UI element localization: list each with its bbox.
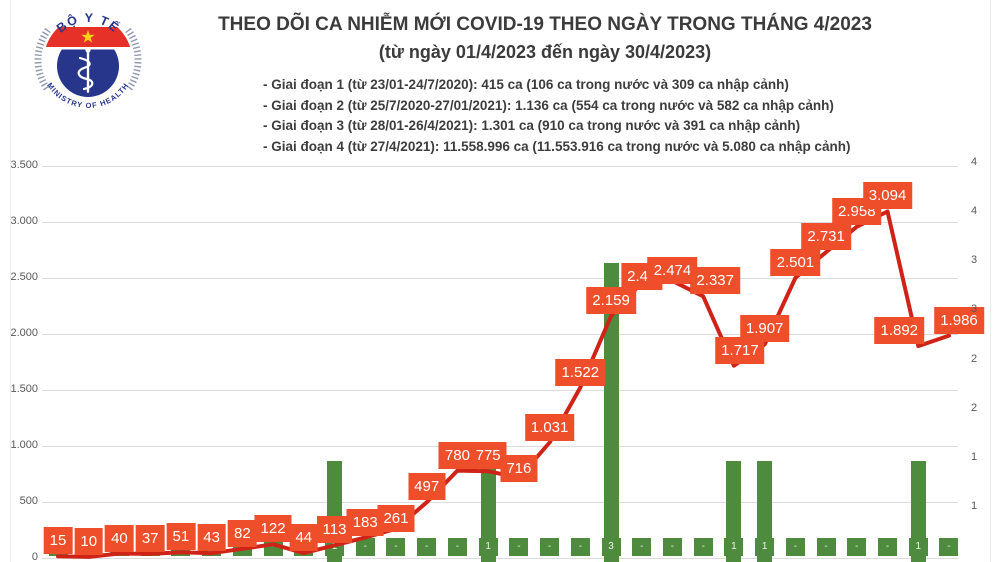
y-axis-right-tick: 4 xyxy=(971,156,978,168)
phase-line-4: - Giai đoạn 4 (từ 27/4/2021): 11.558.996… xyxy=(263,139,851,155)
case-count-label: 10 xyxy=(74,527,104,555)
case-count-label: 1.986 xyxy=(934,306,984,334)
case-count-label: 113 xyxy=(316,516,353,544)
case-count-label: 716 xyxy=(500,454,538,482)
case-count-label: 51 xyxy=(166,523,196,551)
death-count-label: - xyxy=(693,538,713,556)
gridline xyxy=(42,557,958,559)
death-count-label: - xyxy=(509,538,529,556)
gridline xyxy=(42,501,958,503)
death-count-label: - xyxy=(540,538,560,556)
death-bar xyxy=(480,461,496,562)
death-count-label: 1 xyxy=(724,538,744,556)
death-count-label: - xyxy=(662,538,682,556)
y-axis-right-tick: 1 xyxy=(971,450,978,463)
case-count-label: 2.474 xyxy=(647,256,698,284)
y-axis-left-tick: 1.000 xyxy=(10,439,38,451)
case-count-label: 82 xyxy=(228,519,257,547)
case-count-label: 2.501 xyxy=(770,248,821,276)
case-count-label: 1.892 xyxy=(874,317,925,345)
y-axis-right-tick: 2 xyxy=(971,401,978,414)
case-count-label: 43 xyxy=(197,524,226,552)
death-count-label: - xyxy=(263,538,283,556)
ministry-of-health-logo: BỘ Y TẾ MINISTRY OF HEALTH xyxy=(34,7,142,113)
case-count-label: 261 xyxy=(377,504,415,532)
phase-line-3: - Giai đoạn 3 (từ 28/01-26/4/2021): 1.30… xyxy=(263,118,801,134)
death-count-label: - xyxy=(417,538,437,556)
case-count-label: 1.907 xyxy=(739,315,790,343)
page-title: THEO DÕI CA NHIỄM MỚI COVID-19 THEO NGÀY… xyxy=(218,14,872,35)
logo-hatch-right xyxy=(125,27,142,93)
logo-caduceus-icon xyxy=(77,47,94,93)
death-count-label: 1 xyxy=(908,538,928,556)
y-axis-left-tick: 2.000 xyxy=(10,327,38,339)
death-count-label: 1 xyxy=(755,538,775,556)
y-axis-left-tick: 3.500 xyxy=(10,159,38,171)
death-count-label: 1 xyxy=(478,538,498,556)
phase-line-1: - Giai đoạn 1 (từ 23/01-24/7/2020): 415 … xyxy=(263,77,789,92)
case-count-label: 15 xyxy=(43,527,73,555)
case-count-label: 3.094 xyxy=(862,182,913,210)
death-bar xyxy=(726,461,742,562)
case-count-label: 2.337 xyxy=(690,267,740,295)
page-subtitle: (từ ngày 01/4/2023 đến ngày 30/4/2023) xyxy=(378,42,712,62)
y-axis-left-tick: 0 xyxy=(31,551,38,562)
case-count-label: 40 xyxy=(105,524,134,552)
death-count-label: - xyxy=(785,538,805,556)
left-edge-line xyxy=(10,0,11,562)
case-count-label: 497 xyxy=(408,473,446,501)
death-count-label: - xyxy=(632,538,652,556)
death-count-label: - xyxy=(447,538,467,556)
y-axis-left-tick: 3.000 xyxy=(10,215,38,227)
right-edge-line xyxy=(990,0,991,562)
y-axis-right-tick: 2 xyxy=(971,352,978,365)
y-axis-left-tick: 2.500 xyxy=(10,271,38,283)
case-count-label: 122 xyxy=(254,515,292,543)
death-count-label: - xyxy=(847,538,867,556)
case-count-label: 2.159 xyxy=(586,287,636,315)
case-count-label: 44 xyxy=(289,524,319,552)
death-count-label: - xyxy=(386,538,406,556)
death-bar xyxy=(757,461,773,562)
gridline xyxy=(42,389,958,391)
gridline xyxy=(42,277,958,279)
y-axis-right-tick: 1 xyxy=(971,499,978,512)
phase-line-2: - Giai đoạn 2 (từ 25/7/2020-27/01/2021):… xyxy=(263,97,834,113)
y-axis-right-tick: 4 xyxy=(971,205,978,218)
death-bar xyxy=(603,263,619,562)
case-count-label: 2.731 xyxy=(801,223,851,251)
death-count-label: - xyxy=(816,538,836,556)
logo-hatch-left xyxy=(34,27,51,93)
gridline xyxy=(42,333,958,335)
phase-summary-lines: - Giai đoạn 1 (từ 23/01-24/7/2020): 415 … xyxy=(263,75,850,158)
case-count-label: 1.522 xyxy=(555,358,606,386)
death-count-label: - xyxy=(939,538,959,556)
y-axis-right-tick: 3 xyxy=(971,254,978,267)
death-count-label: - xyxy=(355,538,375,556)
gridline xyxy=(42,221,958,223)
y-axis-right-tick: 3 xyxy=(971,303,978,316)
gridline xyxy=(42,165,958,167)
case-count-label: 1.031 xyxy=(524,413,575,441)
y-axis-left-tick: 1.500 xyxy=(10,383,38,395)
death-count-label: - xyxy=(570,538,590,556)
death-count-label: - xyxy=(878,538,898,556)
y-axis-left-tick: 500 xyxy=(19,495,38,507)
logo-star-icon xyxy=(81,30,95,43)
case-count-label: 37 xyxy=(135,524,165,552)
death-bar xyxy=(910,461,926,562)
death-count-label: 3 xyxy=(601,538,621,556)
